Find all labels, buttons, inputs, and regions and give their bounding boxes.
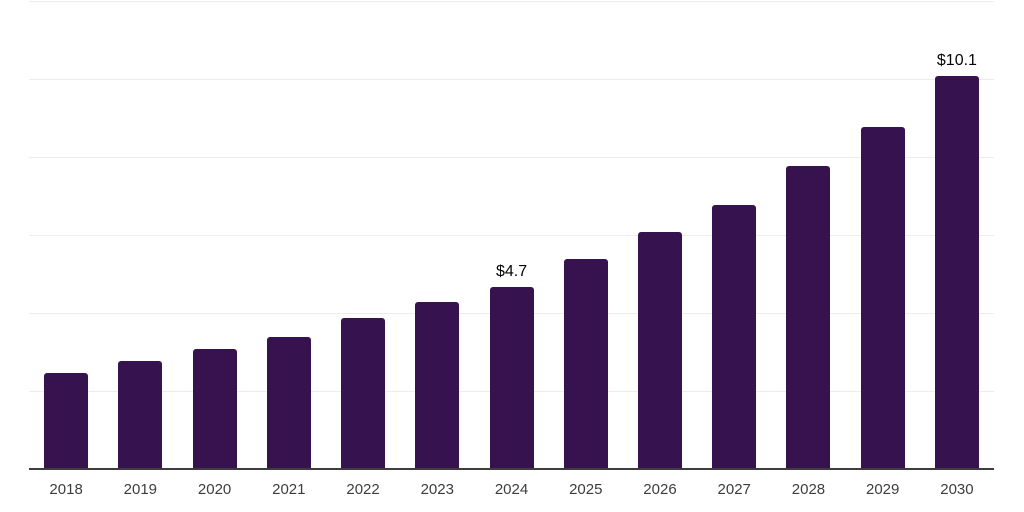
bar-2029	[860, 126, 905, 470]
bar-2026	[637, 232, 682, 470]
x-tick-2027: 2027	[717, 481, 751, 498]
bar-2019	[118, 360, 163, 470]
gridline-y8	[29, 157, 994, 158]
bar-2023	[415, 302, 460, 470]
x-tick-2021: 2021	[272, 481, 306, 498]
value-label-2024: $4.7	[495, 262, 528, 280]
bar-2020	[192, 349, 237, 470]
x-tick-2026: 2026	[643, 481, 677, 498]
x-axis-line	[29, 468, 994, 470]
bar-slot-2021	[252, 0, 326, 470]
bar-slot-2028	[771, 0, 845, 470]
bar-2030	[934, 76, 979, 470]
value-label-2030: $10.1	[936, 52, 977, 70]
x-tick-2022: 2022	[346, 481, 380, 498]
gridline-y10	[29, 79, 994, 80]
x-tick-2028: 2028	[791, 481, 826, 498]
bar-2028	[786, 165, 831, 470]
bars-container: $4.7 $10.1	[29, 0, 994, 470]
bar-slot-2023	[400, 0, 474, 470]
x-tick-2023: 2023	[420, 481, 454, 498]
bar-2022	[341, 317, 386, 470]
bar-slot-2020	[177, 0, 251, 470]
x-tick-2018: 2018	[49, 481, 83, 498]
bar-2018	[44, 372, 89, 470]
x-tick-2025: 2025	[569, 481, 603, 498]
bar-2025	[563, 259, 608, 470]
bar-slot-2018	[29, 0, 103, 470]
plot-area: $4.7 $10.1	[29, 0, 994, 470]
bar-slot-2026	[623, 0, 697, 470]
bar-slot-2027	[697, 0, 771, 470]
x-tick-2029: 2029	[866, 481, 900, 498]
gridline-y12	[29, 1, 994, 2]
bar-slot-2019	[103, 0, 177, 470]
bar-2027	[712, 204, 757, 470]
bar-slot-2025	[549, 0, 623, 470]
x-tick-2019: 2019	[123, 481, 158, 498]
bar-slot-2024: $4.7	[474, 0, 548, 470]
bar-2024	[489, 286, 534, 470]
bar-slot-2022	[326, 0, 400, 470]
x-tick-2020: 2020	[197, 481, 232, 498]
x-tick-2030: 2030	[940, 481, 974, 498]
gridline-y6	[29, 235, 994, 236]
x-tick-2024: 2024	[494, 481, 529, 498]
bar-slot-2029	[846, 0, 920, 470]
bar-slot-2030: $10.1	[920, 0, 994, 470]
bar-2021	[266, 337, 311, 470]
x-axis-labels: 2018 2019 2020 2021 2022 2023 2024 2025 2026 2027…	[29, 481, 994, 498]
